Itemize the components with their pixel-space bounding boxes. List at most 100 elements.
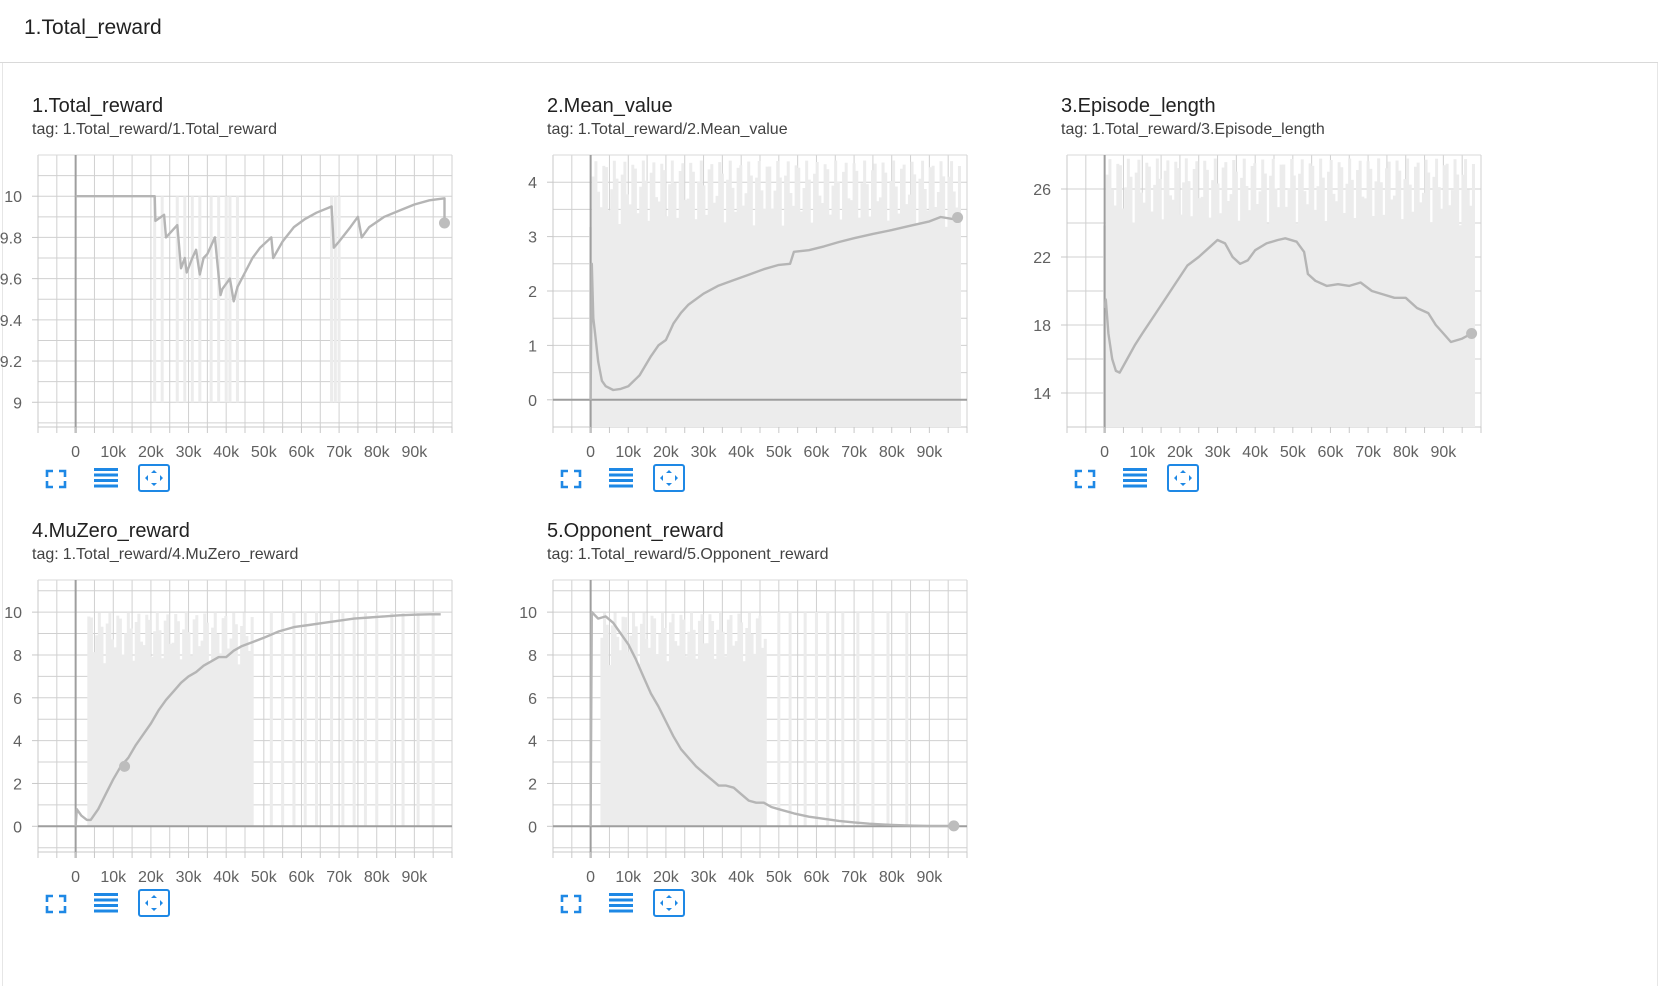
raw-band — [87, 612, 254, 827]
tag-value: 1.Total_reward/5.Opponent_reward — [577, 546, 829, 563]
x-tick-label: 80k — [364, 444, 391, 461]
series-end-marker — [1466, 328, 1478, 339]
x-tick-label: 20k — [138, 444, 165, 461]
toggle-y-log-button[interactable] — [602, 886, 638, 920]
fit-domain-icon — [136, 464, 172, 499]
raw-spikes — [269, 612, 435, 827]
tag-value: 1.Total_reward/4.MuZero_reward — [62, 546, 299, 563]
card-title: 3.Episode_length — [1061, 95, 1216, 117]
x-tick-label: 70k — [841, 444, 868, 461]
x-tick-label: 60k — [289, 444, 316, 461]
y-tick-label: 10 — [519, 605, 537, 622]
x-tick-label: 10k — [615, 444, 642, 461]
y-tick-label: 0 — [528, 393, 537, 410]
y-tick-label: 9.8 — [0, 230, 22, 247]
toggle-y-log-icon — [602, 893, 638, 924]
toggle-y-log-button[interactable] — [87, 886, 123, 920]
y-tick-label: 6 — [13, 691, 22, 708]
y-tick-label: 10 — [4, 605, 22, 622]
x-tick-label: 20k — [653, 869, 680, 886]
toggle-y-log-icon — [87, 468, 123, 499]
fullscreen-icon — [38, 894, 74, 924]
toggle-y-log-icon — [602, 468, 638, 499]
series-line — [75, 195, 446, 303]
chart-plot[interactable]: 0 2 4 6 8 10 0 10k 20k 30k 40k 50k 60k 70k 80k 90k — [469, 570, 969, 886]
x-tick-label: 20k — [1167, 444, 1194, 461]
y-tick-label: 1 — [528, 338, 537, 355]
x-tick-label: 70k — [326, 444, 353, 461]
x-tick-label: 10k — [100, 444, 127, 461]
x-tick-label: 90k — [916, 869, 943, 886]
x-tick-label: 70k — [326, 869, 353, 886]
toggle-y-log-button[interactable] — [87, 461, 123, 495]
toggle-y-log-button[interactable] — [1116, 461, 1152, 495]
series-line — [589, 215, 959, 400]
y-tick-label: 8 — [13, 648, 22, 665]
fit-domain-button[interactable] — [136, 886, 172, 920]
fit-domain-button[interactable] — [136, 461, 172, 495]
y-tick-label: 9 — [13, 395, 22, 412]
toggle-y-log-button[interactable] — [602, 461, 638, 495]
raw-band — [589, 160, 961, 427]
x-tick-label: 90k — [401, 444, 428, 461]
card-title: 4.MuZero_reward — [32, 520, 190, 542]
card-title: 2.Mean_value — [547, 95, 673, 117]
fullscreen-button[interactable] — [38, 461, 74, 495]
card-toolbar — [559, 886, 759, 920]
fullscreen-icon — [38, 469, 74, 499]
chart-plot[interactable]: 0 2 4 6 8 10 0 10k 20k 30k 40k 50k 60k 70k 80k 90k — [0, 570, 454, 886]
x-tick-label: 10k — [615, 869, 642, 886]
fit-domain-button[interactable] — [651, 886, 687, 920]
y-tick-label: 10 — [4, 189, 22, 206]
fullscreen-button[interactable] — [553, 461, 589, 495]
y-tick-label: 0 — [13, 819, 22, 836]
fit-domain-icon — [136, 889, 172, 924]
x-tick-label: 0 — [586, 869, 595, 886]
x-tick-label: 20k — [653, 444, 680, 461]
series-end-marker — [952, 212, 964, 224]
fit-domain-button[interactable] — [1165, 461, 1201, 495]
x-tick-label: 0 — [71, 869, 80, 886]
fit-domain-button[interactable] — [651, 461, 687, 495]
y-tick-label: 0 — [528, 819, 537, 836]
fullscreen-button[interactable] — [1067, 461, 1103, 495]
x-tick-label: 70k — [841, 869, 868, 886]
y-tick-label: 18 — [1033, 318, 1051, 335]
x-tick-label: 80k — [364, 869, 391, 886]
series-end-marker — [438, 217, 450, 229]
card-title: 5.Opponent_reward — [547, 520, 724, 542]
y-tick-label: 6 — [528, 691, 537, 708]
chart-plot[interactable]: 9 9.2 9.4 9.6 9.8 10 0 10k 20k 30k 40k 50k 60k 70k 80k… — [0, 145, 454, 461]
chart-plot[interactable]: 0 1 2 3 4 0 10k 20k 30k 40k 50k 60k 70k 80k 90k — [469, 145, 969, 461]
x-tick-label: 40k — [213, 444, 240, 461]
x-tick-label: 80k — [879, 869, 906, 886]
raw-band — [1103, 158, 1475, 427]
raw-spikes — [777, 612, 909, 827]
x-tick-label: 30k — [691, 444, 718, 461]
series-line — [1103, 237, 1473, 374]
y-tick-label: 4 — [13, 734, 22, 751]
x-tick-label: 90k — [401, 869, 428, 886]
chart-plot[interactable]: 14 18 22 26 0 10k 20k 30k 40k 50k 60k 70k 80k 90k — [983, 145, 1483, 461]
group-header[interactable]: 1.Total_reward — [0, 0, 1658, 63]
x-tick-label: 60k — [804, 444, 831, 461]
y-tick-label: 2 — [13, 776, 22, 793]
tag-prefix: tag: — [1061, 121, 1088, 138]
x-tick-label: 50k — [1280, 444, 1307, 461]
fullscreen-button[interactable] — [38, 886, 74, 920]
x-tick-label: 40k — [1242, 444, 1269, 461]
series-end-marker — [948, 820, 960, 832]
y-tick-label: 4 — [528, 734, 537, 751]
scalar-card: 1.Total_reward tag: 1.Total_reward/1.Total… — [0, 95, 547, 515]
scalar-card: 5.Opponent_reward tag: 1.Total_reward/5.Op… — [519, 520, 1062, 940]
y-tick-label: 2 — [528, 284, 537, 301]
y-tick-label: 8 — [528, 648, 537, 665]
scalar-card: 3.Episode_length tag: 1.Total_reward/3.Epi… — [1033, 95, 1576, 515]
card-tag: tag: 1.Total_reward/5.Opponent_reward — [547, 546, 829, 564]
card-toolbar — [1073, 461, 1273, 495]
x-tick-label: 80k — [879, 444, 906, 461]
fullscreen-button[interactable] — [553, 886, 589, 920]
tag-value: 1.Total_reward/1.Total_reward — [62, 121, 278, 138]
card-tag: tag: 1.Total_reward/1.Total_reward — [32, 121, 277, 139]
x-tick-label: 40k — [728, 444, 755, 461]
